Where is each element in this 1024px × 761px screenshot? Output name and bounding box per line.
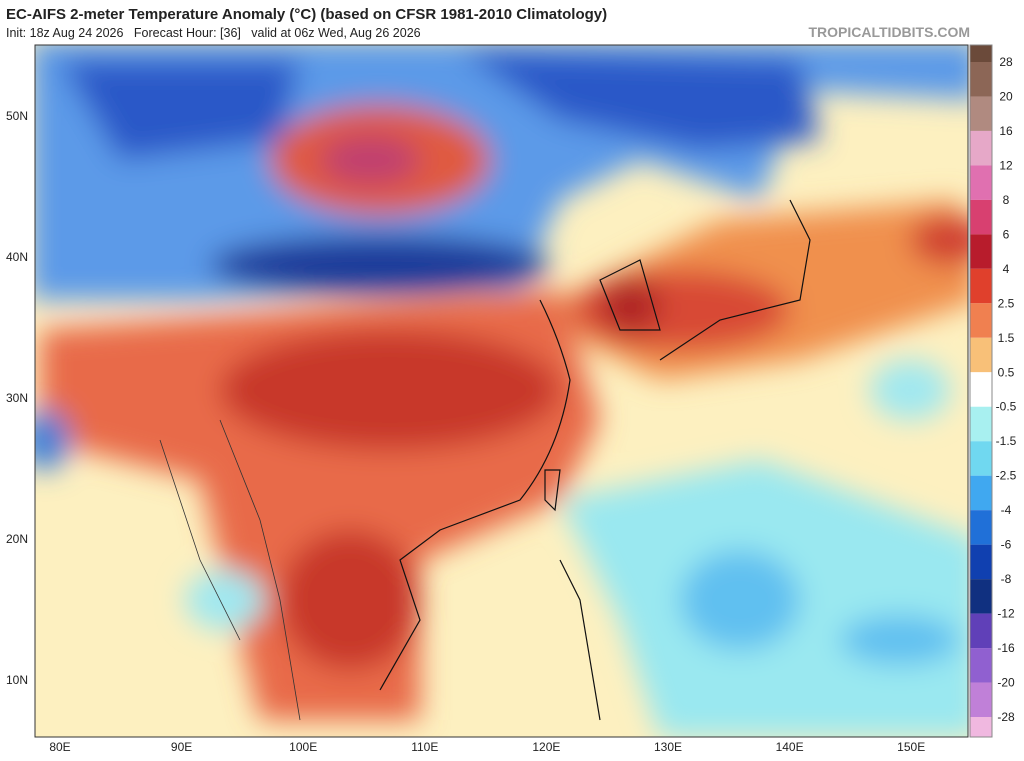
colorbar-segment — [970, 510, 992, 545]
colorbar-label: -8 — [1001, 572, 1012, 586]
lon-label: 110E — [411, 740, 438, 754]
lon-label: 140E — [776, 740, 804, 754]
colorbar-label: -20 — [997, 676, 1015, 690]
axis-labels: 50N 40N 30N 20N 10N 80E 90E 100E 110E 120E 130E 140… — [6, 109, 925, 754]
colorbar-label: 0.5 — [998, 365, 1015, 379]
lat-label: 30N — [6, 391, 28, 405]
colorbar-label: 12 — [999, 158, 1013, 172]
lat-label: 50N — [6, 109, 28, 123]
colorbar-segment — [970, 406, 992, 442]
colorbar-label: 20 — [999, 89, 1013, 103]
colorbar-label: 28 — [999, 55, 1013, 69]
colorbar-frame — [969, 44, 993, 738]
lat-label: 40N — [6, 250, 28, 264]
colorbar-label: -28 — [997, 710, 1015, 724]
colorbar-segment — [970, 45, 992, 62]
colorbar-label: -1.5 — [996, 434, 1017, 448]
colorbar-segment — [970, 130, 992, 166]
colorbar-segment — [970, 234, 992, 269]
lon-label: 130E — [654, 740, 682, 754]
lon-label: 100E — [289, 740, 317, 754]
subtitle: Init: 18z Aug 24 2026 Forecast Hour: [36… — [6, 26, 421, 40]
lat-label: 10N — [6, 673, 28, 687]
colorbar-segment — [970, 613, 992, 649]
colorbar-label: 4 — [1003, 262, 1010, 276]
colorbar: 28 20 16 12 8 6 4 2.5 1.5 0.5 -0.5 -1.5 -2.5 -4 -6 -8 -1… — [969, 44, 1017, 738]
title: EC-AIFS 2-meter Temperature Anomaly (°C)… — [6, 6, 607, 23]
lon-label: 120E — [532, 740, 560, 754]
lon-label: 80E — [49, 740, 70, 754]
colorbar-segment — [970, 544, 992, 580]
colorbar-segment — [970, 441, 992, 476]
colorbar-segment — [970, 62, 992, 97]
colorbar-label: 16 — [999, 124, 1013, 138]
lon-label: 150E — [897, 740, 925, 754]
colorbar-label: -6 — [1001, 538, 1012, 552]
colorbar-segment — [970, 579, 992, 614]
colorbar-label: 2.5 — [998, 296, 1015, 310]
map — [35, 45, 968, 737]
colorbar-segment — [970, 337, 992, 373]
colorbar-segment — [970, 303, 992, 338]
lat-label: 20N — [6, 532, 28, 546]
lon-label: 90E — [171, 740, 192, 754]
colorbar-label: -12 — [997, 607, 1015, 621]
colorbar-label: 6 — [1003, 227, 1010, 241]
colorbar-label: 8 — [1003, 193, 1010, 207]
watermark: TROPICALTIDBITS.COM — [808, 24, 970, 40]
colorbar-segment — [970, 648, 992, 683]
colorbar-segment — [970, 475, 992, 511]
colorbar-label: -2.5 — [996, 469, 1017, 483]
colorbar-segment — [970, 682, 992, 717]
colorbar-segment — [970, 717, 992, 737]
colorbar-segment — [970, 165, 992, 200]
colorbar-label: 1.5 — [998, 331, 1015, 345]
colorbar-label: -4 — [1001, 503, 1012, 517]
colorbar-segment — [970, 199, 992, 235]
colorbar-segment — [970, 96, 992, 131]
map-frame — [34, 44, 969, 738]
colorbar-segment — [970, 268, 992, 304]
colorbar-label: -16 — [997, 641, 1015, 655]
colorbar-label: -0.5 — [996, 400, 1017, 414]
colorbar-segment — [970, 372, 992, 407]
